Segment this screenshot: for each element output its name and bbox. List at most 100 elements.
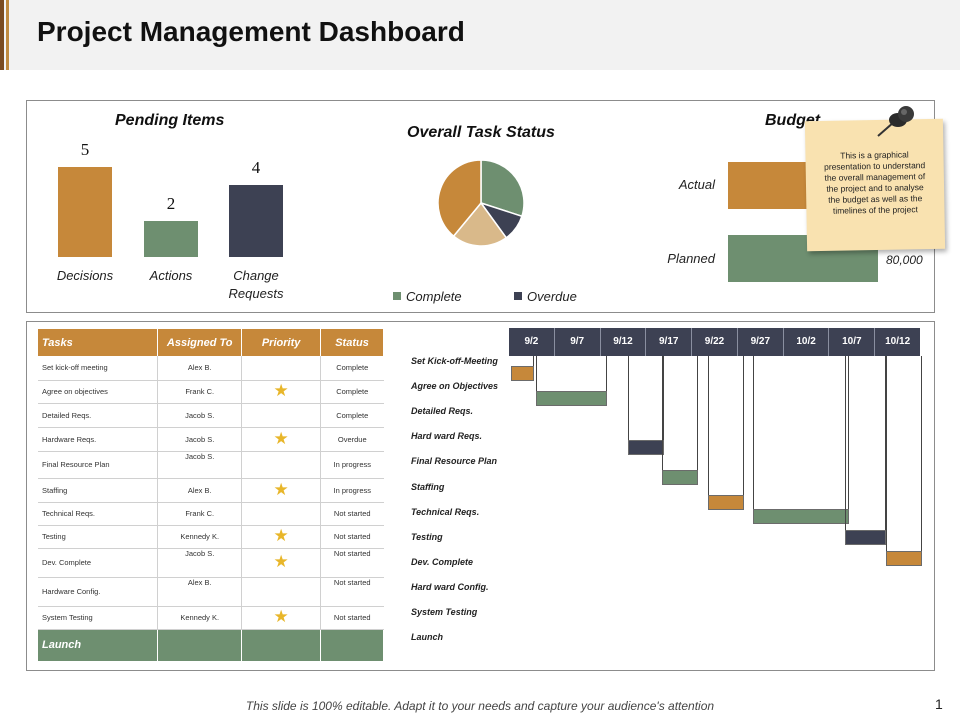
priority-cell	[241, 502, 322, 526]
gantt-date: 9/7	[555, 328, 601, 356]
table-row: Set kick-off meeting Alex B. Complete	[38, 356, 384, 381]
assigned-cell: Frank C.	[157, 380, 243, 404]
priority-cell: ★	[241, 478, 322, 503]
legend-complete: Complete	[393, 289, 462, 304]
status-cell: Not started	[320, 502, 384, 526]
gantt-task-label: Detailed Reqs.	[411, 406, 474, 417]
header-status: Status	[320, 329, 384, 356]
assigned-cell: Jacob S.	[157, 451, 243, 479]
legend-overdue-swatch	[514, 292, 522, 300]
priority-cell: ★	[241, 380, 322, 404]
gantt-bar	[661, 469, 699, 485]
gantt-date: 9/12	[601, 328, 647, 356]
status-cell: Not started	[320, 577, 384, 607]
header-tasks: Tasks	[38, 329, 159, 356]
task-table: Tasks Assigned To Priority Status Set ki…	[38, 329, 384, 661]
gantt-connector-line	[743, 356, 745, 495]
priority-cell: ★	[241, 548, 322, 578]
priority-star-icon: ★	[273, 381, 289, 400]
budget-planned-label: Planned	[667, 251, 715, 266]
assigned-cell: Jacob S.	[157, 548, 243, 578]
task-status-pie	[437, 159, 525, 247]
gantt-connector-line	[663, 356, 665, 440]
table-row: Detailed Reqs. Jacob S. Complete	[38, 403, 384, 428]
header-assigned-to: Assigned To	[157, 329, 243, 356]
gantt-task-label: Hard ward Config.	[411, 581, 489, 592]
pending-bar-actions	[144, 221, 198, 257]
pending-items-title: Pending Items	[115, 112, 225, 129]
assigned-cell: Alex B.	[157, 356, 243, 381]
gantt-task-label: Set Kick-off-Meeting	[411, 356, 498, 366]
header-priority: Priority	[241, 329, 322, 356]
title-accent-bar-light	[6, 0, 9, 70]
pending-bar-change-requests	[229, 185, 283, 257]
page-title: Project Management Dashboard	[37, 16, 465, 47]
footer-launch: Launch	[38, 629, 159, 661]
task-cell: Detailed Reqs.	[38, 403, 159, 428]
priority-star-icon: ★	[273, 607, 289, 626]
legend-overdue-label: Overdue	[527, 289, 577, 304]
task-cell: Testing	[38, 525, 159, 549]
priority-cell: ★	[241, 427, 322, 452]
table-row: Hardware Config. Alex B. Not started	[38, 577, 384, 607]
title-bar	[0, 0, 960, 70]
table-row: Hardware Reqs. Jacob S. ★ Overdue	[38, 427, 384, 452]
pie-slice-other	[452, 201, 508, 247]
status-cell: Not started	[320, 525, 384, 549]
pie-slice-complete	[480, 159, 525, 218]
pending-bar-value: 5	[80, 140, 90, 159]
gantt-date: 10/12	[885, 336, 911, 347]
gantt-date: 10/7	[829, 328, 876, 356]
footer-cell	[241, 629, 322, 661]
gantt-connector-line	[844, 356, 846, 530]
gantt-date: 9/17	[646, 328, 693, 356]
legend-overdue: Overdue	[514, 289, 577, 304]
gantt-task-label: Dev. Complete	[411, 556, 474, 567]
gantt-date: 10/2	[784, 328, 830, 356]
assigned-cell: Jacob S.	[157, 403, 243, 428]
priority-star-icon: ★	[273, 428, 289, 448]
gantt-task-label: Hard ward Reqs.	[411, 431, 483, 442]
priority-star-icon: ★	[273, 526, 289, 545]
gantt-bar	[753, 508, 850, 524]
task-cell: Hardware Reqs.	[38, 427, 159, 452]
task-cell: Staffing	[38, 478, 159, 503]
task-cell: Hardware Config.	[38, 577, 159, 607]
status-cell: In progress	[320, 451, 384, 479]
table-row: Staffing Alex B. ★ In progress	[38, 478, 384, 503]
gantt-connector-line	[848, 356, 850, 509]
gantt-date: 9/2	[509, 328, 555, 356]
gantt-date: 9/27	[738, 328, 784, 356]
assigned-cell: Kennedy K.	[157, 606, 243, 630]
task-cell: System Testing	[38, 606, 159, 630]
priority-cell: ★	[241, 606, 322, 630]
task-status-title: Overall Task Status	[407, 124, 555, 141]
gantt-bar	[885, 551, 923, 567]
pending-bar-label: Decisions	[56, 268, 114, 283]
legend-complete-swatch	[393, 292, 401, 300]
page-number: 1	[935, 696, 943, 712]
assigned-cell: Frank C.	[157, 502, 243, 526]
task-cell: Agree on objectives	[38, 380, 159, 404]
assigned-cell: Kennedy K.	[157, 525, 243, 549]
pending-bar-decisions	[58, 167, 112, 257]
assigned-cell: Alex B.	[157, 478, 243, 503]
gantt-bar	[536, 390, 607, 406]
gantt-bar	[511, 365, 534, 381]
pie-slice-in-progress	[437, 159, 482, 238]
pending-bar-value: 2	[166, 194, 176, 213]
gantt-connector-line	[536, 356, 538, 391]
table-row: Technical Reqs. Frank C. Not started	[38, 502, 384, 526]
gantt-task-label: Agree on Objectives	[411, 381, 499, 392]
priority-cell	[241, 577, 322, 607]
task-cell: Set kick-off meeting	[38, 356, 159, 381]
table-row: Final Resource Plan Jacob S. In progress	[38, 451, 384, 479]
gantt-connector-line	[885, 356, 887, 552]
gantt-task-label: Testing	[411, 531, 443, 542]
status-cell: Overdue	[320, 427, 384, 452]
gantt-connector-line	[707, 356, 709, 495]
push-pin-icon	[877, 106, 914, 137]
legend-complete-label: Complete	[406, 289, 462, 304]
table-row: Agree on objectives Frank C. ★ Complete	[38, 380, 384, 404]
priority-cell: ★	[241, 525, 322, 549]
